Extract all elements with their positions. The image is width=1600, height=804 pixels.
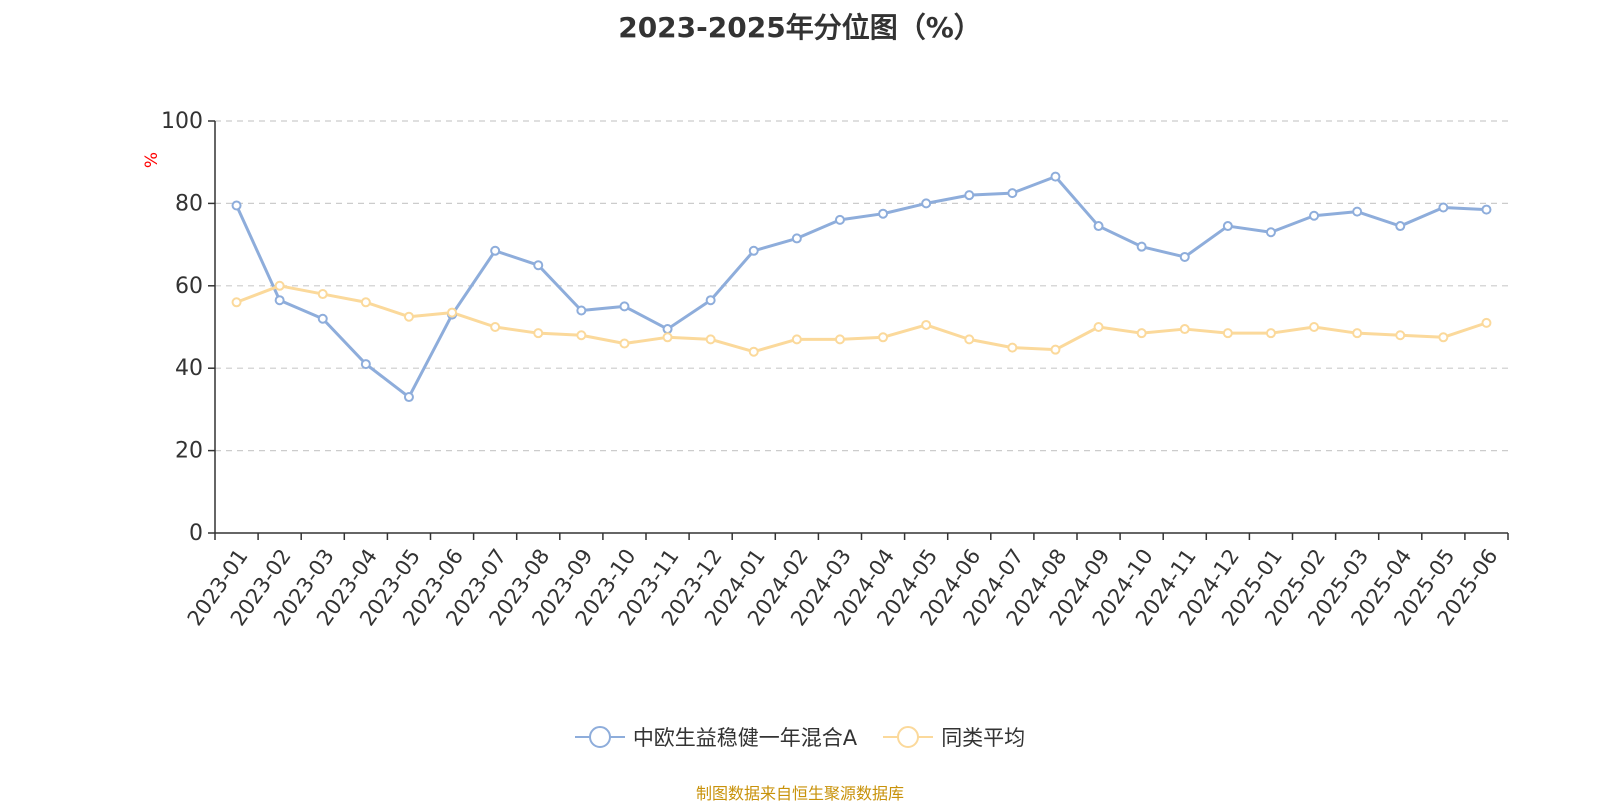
data-point-1 — [705, 334, 716, 345]
data-point-0 — [1481, 204, 1492, 215]
data-point-1 — [964, 334, 975, 345]
data-point-0 — [1136, 241, 1147, 252]
data-point-1 — [662, 332, 673, 343]
data-point-0 — [705, 295, 716, 306]
data-point-0 — [619, 301, 630, 312]
legend-item-fund[interactable]: 中欧生益稳健一年混合A — [574, 722, 858, 752]
data-point-0 — [1093, 221, 1104, 232]
data-point-1 — [1179, 324, 1190, 335]
data-point-0 — [878, 208, 889, 219]
legend-marker-average-icon — [883, 725, 934, 749]
data-point-0 — [834, 214, 845, 225]
data-point-1 — [1050, 344, 1061, 355]
data-point-0 — [360, 359, 371, 370]
data-point-0 — [1179, 251, 1190, 262]
data-point-1 — [1481, 317, 1492, 328]
data-point-1 — [791, 334, 802, 345]
data-point-1 — [1352, 328, 1363, 339]
series-line-1 — [235, 284, 1488, 354]
data-point-0 — [274, 295, 285, 306]
legend-item-category-average[interactable]: 同类平均 — [883, 722, 1025, 752]
series-line-0 — [235, 175, 1488, 399]
y-tick-label: 60 — [175, 274, 203, 299]
data-source-note: 制图数据来自恒生聚源数据库 — [695, 784, 904, 803]
data-point-1 — [231, 297, 242, 308]
data-point-1 — [447, 307, 458, 318]
chart-title: 2023-2025年分位图（%） — [618, 11, 982, 44]
data-point-1 — [1222, 328, 1233, 339]
data-point-0 — [403, 392, 414, 403]
data-point-1 — [834, 334, 845, 345]
axes — [208, 120, 1509, 540]
data-point-1 — [317, 289, 328, 300]
data-point-1 — [274, 280, 285, 291]
data-point-0 — [1222, 221, 1233, 232]
y-tick-label: 100 — [161, 109, 203, 134]
data-point-0 — [748, 245, 759, 256]
data-point-0 — [317, 313, 328, 324]
data-point-1 — [1438, 332, 1449, 343]
data-point-0 — [1007, 188, 1018, 199]
data-point-0 — [1352, 206, 1363, 217]
data-point-1 — [576, 330, 587, 341]
data-point-1 — [1007, 342, 1018, 353]
legend-label-fund: 中欧生益稳健一年混合A — [632, 726, 858, 750]
data-point-1 — [360, 297, 371, 308]
data-point-0 — [662, 324, 673, 335]
y-tick-label: 0 — [189, 521, 203, 546]
data-point-1 — [1309, 322, 1320, 332]
data-point-1 — [403, 311, 414, 322]
data-point-1 — [1136, 328, 1147, 339]
legend-label-average: 同类平均 — [941, 726, 1026, 750]
data-point-0 — [964, 190, 975, 201]
data-point-1 — [921, 319, 932, 330]
data-point-0 — [791, 233, 802, 244]
data-point-1 — [490, 322, 501, 332]
data-point-1 — [748, 346, 759, 357]
data-point-1 — [1265, 328, 1276, 339]
data-point-0 — [1265, 227, 1276, 238]
data-point-1 — [619, 338, 630, 349]
series-layer — [231, 171, 1492, 403]
legend: 中欧生益稳健一年混合A 同类平均 — [0, 722, 1600, 752]
data-point-0 — [576, 305, 587, 316]
tick-labels: 0204060801002023-012023-022023-032023-04… — [161, 109, 1503, 630]
data-point-0 — [533, 260, 544, 271]
data-point-0 — [490, 245, 501, 256]
data-point-1 — [1093, 322, 1104, 332]
data-point-0 — [1395, 221, 1406, 232]
data-point-1 — [533, 328, 544, 339]
data-point-0 — [1050, 171, 1061, 182]
data-point-0 — [921, 198, 932, 209]
data-point-1 — [878, 332, 889, 343]
y-tick-label: 40 — [175, 356, 203, 381]
y-tick-label: 80 — [175, 191, 203, 216]
data-point-0 — [1309, 210, 1320, 221]
data-point-0 — [231, 200, 242, 211]
y-tick-label: 20 — [175, 439, 203, 464]
legend-marker-fund-icon — [574, 725, 625, 749]
data-point-0 — [1438, 202, 1449, 213]
data-point-1 — [1395, 330, 1406, 341]
